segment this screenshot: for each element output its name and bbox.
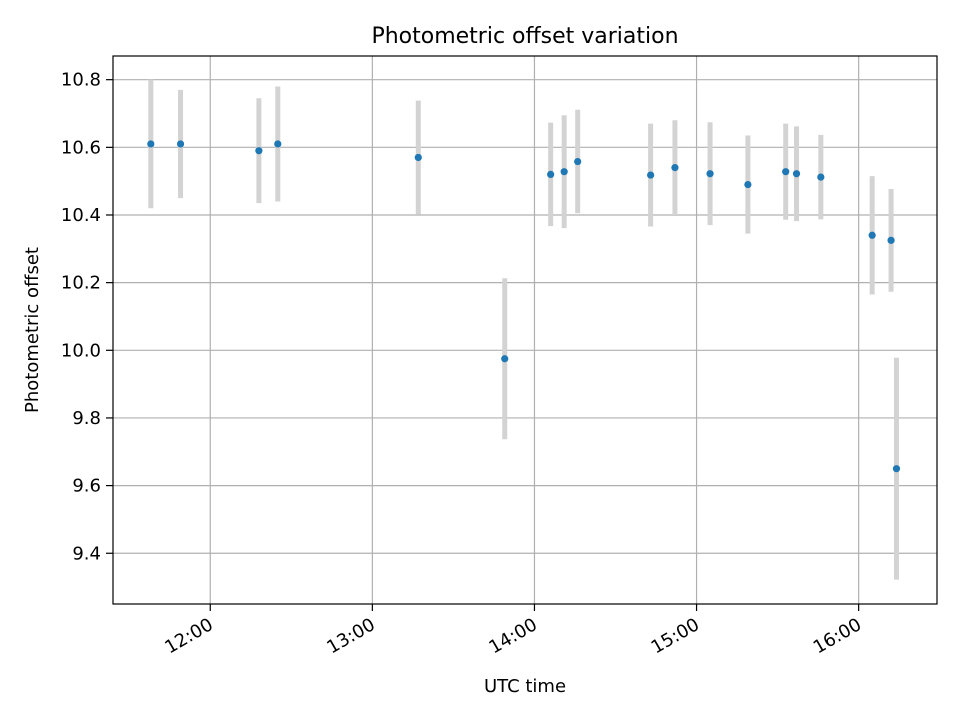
y-tick-label: 10.0	[61, 340, 101, 361]
y-tick-label: 9.8	[72, 408, 101, 429]
y-axis-label: Photometric offset	[22, 247, 43, 413]
y-axis: 9.4 9.6 9.8 10.0 10.2 10.4 10.6 10.8	[61, 70, 113, 564]
data-point	[274, 140, 282, 148]
y-tick-label: 9.4	[72, 543, 101, 564]
data-point	[147, 140, 155, 148]
plot-frame	[112, 55, 938, 605]
data-point	[560, 168, 568, 176]
data-point	[892, 465, 901, 473]
data-points	[147, 140, 901, 473]
grid	[113, 56, 937, 604]
y-tick-label: 10.4	[61, 205, 101, 226]
chart-title: Photometric offset variation	[371, 24, 678, 49]
y-tick-label: 9.6	[72, 476, 101, 497]
data-point	[574, 157, 582, 166]
data-point	[647, 171, 655, 179]
data-point	[255, 147, 263, 155]
data-point	[887, 236, 895, 244]
data-point	[501, 355, 509, 363]
y-tick-label: 10.6	[61, 137, 101, 158]
data-point	[547, 170, 555, 178]
data-point	[706, 170, 714, 178]
x-axis-label: UTC time	[484, 676, 566, 697]
data-point	[414, 153, 422, 162]
y-tick-label: 10.8	[61, 70, 101, 91]
data-point	[782, 168, 790, 176]
data-point	[868, 231, 876, 239]
data-point	[817, 173, 825, 181]
data-point	[176, 140, 185, 148]
data-point	[792, 170, 801, 178]
data-point	[671, 164, 679, 172]
y-tick-label: 10.2	[61, 273, 101, 294]
data-point	[744, 180, 752, 189]
